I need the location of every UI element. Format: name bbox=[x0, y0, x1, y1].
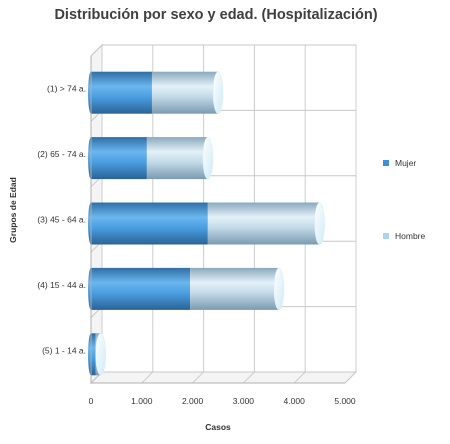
bar-end-cap bbox=[273, 267, 285, 311]
chart-title: Distribución por sexo y edad. (Hospitali… bbox=[54, 7, 377, 23]
x-gridline-floor bbox=[243, 371, 255, 384]
y-axis-title: Grupos de Edad bbox=[8, 177, 18, 243]
category-label: (5) 1 - 14 a. bbox=[42, 345, 86, 355]
legend-swatch-hombre bbox=[383, 233, 389, 239]
bar-hombre bbox=[151, 71, 218, 114]
x-tick-label: 4.000 bbox=[284, 396, 306, 406]
x-gridline-floor bbox=[141, 371, 154, 384]
x-tick-label: 1.000 bbox=[131, 396, 153, 406]
legend: Mujer Hombre bbox=[383, 158, 426, 241]
x-gridline-floor bbox=[293, 371, 306, 384]
plot-floor bbox=[89, 371, 358, 384]
x-gridline-floor bbox=[192, 371, 204, 384]
category-label: (2) 65 - 74 a. bbox=[37, 149, 86, 159]
bars bbox=[88, 71, 325, 376]
x-tick-label: 2.000 bbox=[182, 396, 204, 406]
bar-hombre bbox=[190, 267, 279, 310]
bar-end-cap bbox=[95, 333, 106, 376]
bar-end-cap bbox=[314, 202, 325, 245]
bar-end-cap bbox=[202, 136, 214, 180]
legend-label-mujer: Mujer bbox=[395, 158, 416, 168]
x-tick-label: 5.000 bbox=[334, 396, 356, 406]
legend-label-hombre: Hombre bbox=[395, 231, 426, 241]
legend-swatch-mujer bbox=[383, 160, 389, 166]
x-tick-label: 3.000 bbox=[233, 396, 255, 406]
category-label: (4) 15 - 44 a. bbox=[37, 280, 86, 290]
category-label: (3) 45 - 64 a. bbox=[37, 215, 86, 225]
bar-mujer bbox=[91, 202, 208, 245]
bar-hombre bbox=[146, 137, 208, 180]
bar-mujer bbox=[91, 267, 191, 310]
x-axis-title: Casos bbox=[205, 422, 231, 432]
category-label: (1) > 74 a. bbox=[47, 84, 86, 94]
bar-mujer bbox=[91, 71, 152, 114]
bar-end-cap bbox=[212, 71, 224, 114]
category-separator-side bbox=[90, 44, 103, 57]
bar-hombre bbox=[207, 202, 320, 245]
x-gridline-floor bbox=[344, 371, 357, 384]
axes: 0 1.000 2.000 3.000 4.000 5.000 (1) > 74 a. (2)… bbox=[37, 56, 356, 406]
bar-mujer bbox=[91, 137, 147, 180]
x-tick-label: 0 bbox=[89, 396, 94, 406]
